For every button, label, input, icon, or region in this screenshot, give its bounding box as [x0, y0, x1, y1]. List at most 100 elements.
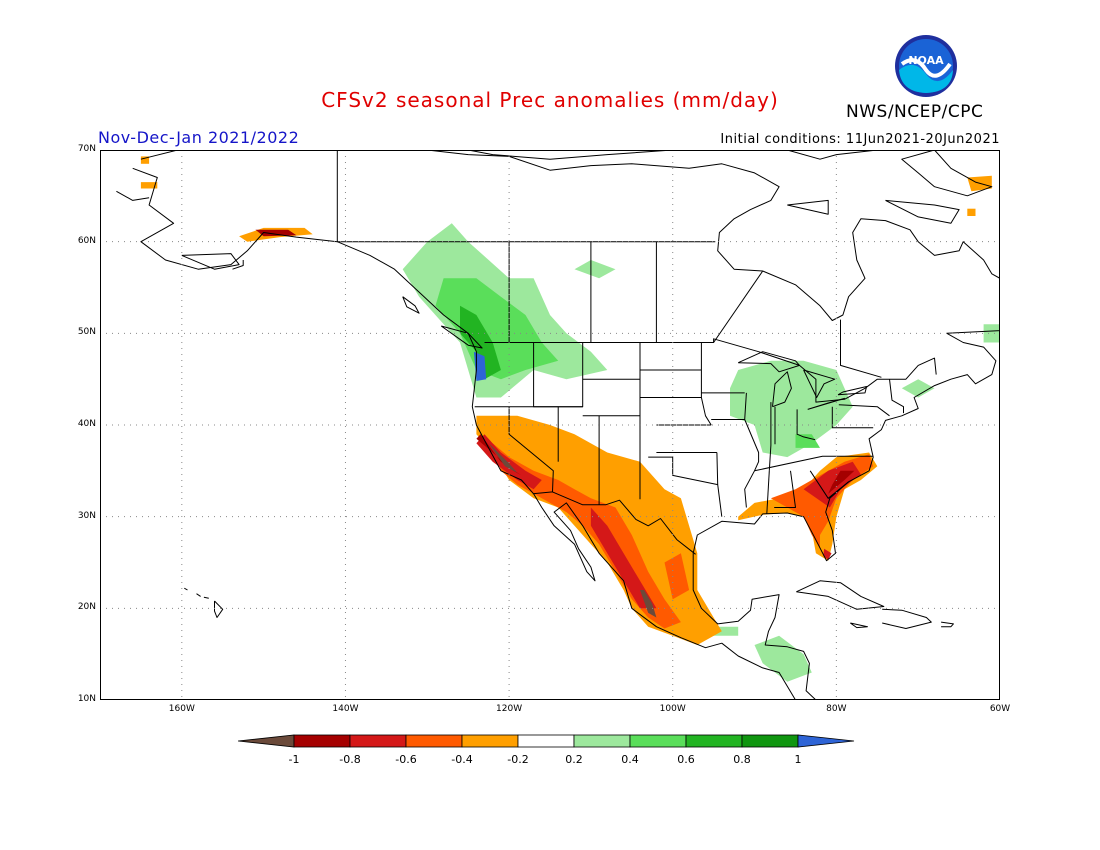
boundary-line	[807, 397, 845, 410]
boundary-line	[772, 371, 792, 408]
boundary-line	[840, 319, 882, 378]
boundary-line	[203, 596, 209, 599]
lat-label: 10N	[77, 694, 96, 704]
dry-mexico-east	[664, 553, 690, 600]
boundary-line	[427, 150, 1000, 562]
boundary-line	[831, 406, 874, 429]
boundary-line	[737, 351, 800, 373]
legend-tick-label: 0.8	[733, 753, 751, 766]
legend-swatch	[349, 734, 407, 748]
forecast-period: Nov-Dec-Jan 2021/2022	[98, 128, 300, 147]
color-legend: -1 -0.8 -0.6 -0.4 -0.2 0.2 0.4 0.6 0.8 1	[238, 734, 855, 766]
dry-alaska-red	[255, 229, 297, 237]
wet-washington-blue	[473, 351, 487, 381]
lon-label: 60W	[989, 704, 1011, 714]
boundary-line	[700, 342, 712, 426]
boundary-line	[901, 150, 993, 197]
logo-lettering: NOAA	[908, 54, 944, 67]
coastlines	[116, 150, 1000, 700]
wet-pnw-medium	[435, 278, 559, 380]
noaa-logo: NOAA	[895, 35, 957, 97]
boundary-line	[196, 593, 201, 597]
boundary-line	[850, 622, 868, 629]
legend-swatch	[293, 734, 351, 748]
lat-lon-grid	[100, 150, 1000, 700]
legend-swatch	[573, 734, 631, 748]
lon-label: 80W	[826, 704, 847, 714]
dry-alaska-west	[140, 182, 158, 189]
legend-tick-label: -0.2	[507, 753, 528, 766]
legend-tick-label: -0.6	[395, 753, 416, 766]
boundary-line	[774, 470, 796, 508]
wet-canada-patch	[574, 260, 616, 279]
boundary-line	[787, 150, 878, 160]
boundary-line	[484, 338, 937, 403]
boundary-line	[796, 580, 885, 610]
lat-label: 30N	[77, 510, 96, 521]
boundary-line	[184, 587, 188, 591]
legend-tick-label: -1	[289, 753, 300, 766]
dry-california-brown	[488, 443, 518, 473]
wet-ohio	[795, 434, 820, 448]
boundary-line	[116, 190, 150, 201]
dry-california-dark	[476, 434, 522, 476]
wet-new-england	[901, 379, 935, 398]
agency-label: NWS/NCEP/CPC	[846, 102, 984, 122]
legend-bar	[238, 734, 855, 748]
initial-conditions: Initial conditions: 11Jun2021-20Jun2021	[720, 132, 1000, 147]
legend-swatch	[405, 734, 463, 748]
boundary-line	[532, 491, 696, 555]
dry-florida-tip	[823, 548, 832, 560]
legend-ticks: -1 -0.8 -0.6 -0.4 -0.2 0.2 0.4 0.6 0.8 1	[289, 753, 802, 766]
boundary-line	[889, 379, 904, 414]
legend-tick-label: 1	[795, 753, 802, 766]
boundary-line	[716, 452, 723, 517]
boundary-line	[713, 270, 764, 343]
boundary-line	[402, 296, 420, 314]
wet-central-america	[754, 635, 812, 682]
boundary-line	[754, 455, 874, 472]
legend-tick-label: 0.2	[565, 753, 583, 766]
legend-tick-label: 0.4	[621, 753, 639, 766]
wet-coast-dark	[460, 305, 501, 380]
boundary-line	[232, 260, 244, 270]
boundary-line	[941, 621, 954, 628]
map-title: CFSv2 seasonal Prec anomalies (mm/day)	[321, 88, 779, 112]
dry-mexico-brown	[640, 590, 657, 618]
boundary-line	[838, 404, 890, 417]
lat-label: 60N	[77, 235, 96, 246]
boundary-line	[692, 553, 817, 700]
lon-label: 100W	[659, 704, 686, 714]
lon-label: 120W	[496, 704, 523, 714]
anomaly-fields	[140, 156, 1000, 682]
boundary-line	[885, 199, 960, 224]
precip-anomaly-map	[100, 150, 1000, 700]
legend-arrow-high	[797, 734, 855, 748]
lon-label: 140W	[332, 704, 359, 714]
boundary-line	[648, 456, 718, 486]
boundary-line	[809, 470, 849, 499]
dry-carolinas-dark	[828, 470, 855, 494]
boundary-line	[132, 167, 796, 700]
legend-tick-label: -0.4	[451, 753, 472, 766]
boundary-line	[882, 608, 932, 629]
boundary-line	[787, 199, 829, 215]
boundary-line	[766, 470, 770, 514]
boundary-line	[837, 386, 868, 396]
wet-labrador	[983, 324, 1000, 343]
legend-swatch	[461, 734, 519, 748]
legend-swatch	[741, 734, 799, 748]
legend-swatch	[517, 734, 575, 748]
dry-labrador-north	[967, 208, 976, 216]
legend-swatch	[685, 734, 743, 748]
boundary-line	[140, 150, 180, 160]
legend-swatch	[629, 734, 687, 748]
dry-sierra-madre	[590, 507, 657, 609]
lat-label: 20N	[77, 602, 96, 613]
legend-tick-label: -0.8	[339, 753, 360, 766]
boundary-line	[214, 600, 224, 618]
boundary-line	[803, 369, 836, 398]
legend-tick-label: 0.6	[677, 753, 695, 766]
boundary-line	[440, 325, 483, 349]
boundary-line	[181, 253, 240, 270]
